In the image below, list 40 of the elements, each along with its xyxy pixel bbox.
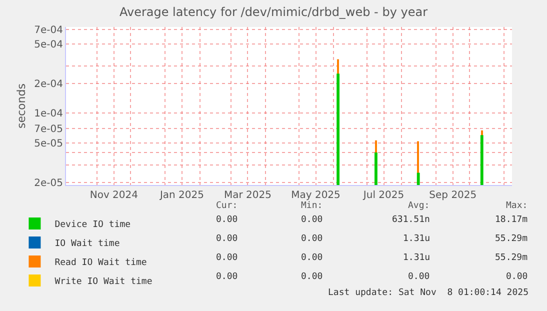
y-tick-label: 7e-05	[34, 124, 63, 135]
y-tick-label: 1e-04	[34, 108, 63, 120]
y-tick-label: 2e-05	[34, 178, 63, 189]
text: 55.29m	[495, 234, 528, 244]
x-tick-label: Jan 2025	[158, 190, 204, 201]
x-tick-label: Sep 2025	[429, 190, 477, 201]
text: Last update: Sat Nov 8 01:00:14 2025	[328, 288, 528, 298]
text: 0.00	[216, 272, 238, 282]
chart-title: Average latency for /dev/mimic/drbd_web - by year	[119, 5, 428, 20]
y-tick-label: 5e-04	[34, 39, 63, 50]
text: 55.29m	[495, 253, 528, 263]
text: 631.51n	[392, 215, 430, 225]
y-tick-label: 2e-04	[34, 78, 63, 90]
text: Cur:	[216, 201, 238, 211]
x-tick-label: Nov 2024	[90, 190, 138, 201]
y-tick-label: 7e-04	[34, 24, 63, 36]
text: 0.00	[216, 234, 238, 244]
text: 0.00	[408, 272, 430, 282]
text: 0.00	[301, 272, 323, 282]
legend-label: Write IO Wait time	[54, 277, 152, 288]
legend-label: Device IO time	[54, 220, 131, 230]
text: 0.00	[216, 253, 238, 263]
y-axis-title: seconds	[14, 83, 28, 128]
legend-label: Read IO Wait time	[54, 258, 147, 268]
text: 0.00	[301, 234, 323, 244]
text: 0.00	[506, 272, 528, 282]
y-tick-label: 5e-05	[34, 138, 63, 150]
text: 18.17m	[495, 215, 528, 225]
text: Max:	[506, 201, 528, 211]
text: 0.00	[216, 215, 238, 225]
legend-label: IO Wait time	[54, 239, 120, 250]
x-tick-label: Mar 2025	[224, 190, 272, 201]
text: 1.31u	[403, 253, 430, 263]
x-tick-label: Jul 2025	[362, 190, 404, 201]
text: Avg:	[408, 201, 430, 211]
text: 0.00	[301, 215, 323, 225]
x-tick-label: May 2025	[291, 190, 340, 201]
text: 1.31u	[403, 234, 430, 244]
text: 0.00	[301, 253, 323, 263]
text: Min:	[301, 201, 323, 211]
